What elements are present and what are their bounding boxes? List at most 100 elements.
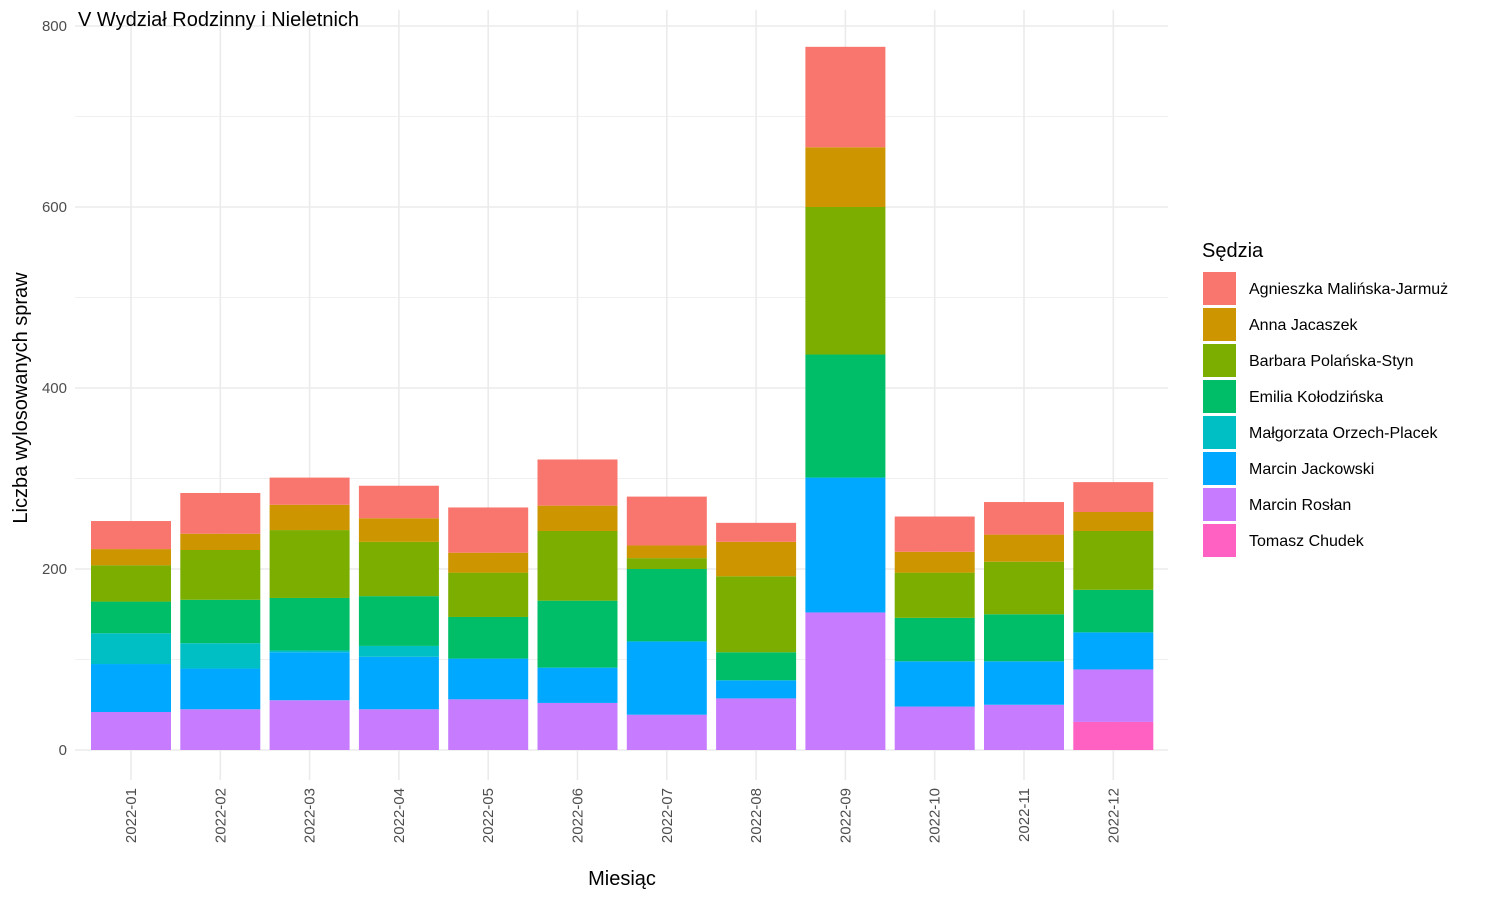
bar-segment xyxy=(91,521,171,550)
x-tick-label: 2022-11 xyxy=(1016,788,1033,842)
bar-segment xyxy=(448,572,529,617)
x-tick-label: 2022-05 xyxy=(480,788,497,843)
bar-segment xyxy=(448,616,529,659)
bar-segment xyxy=(894,617,975,662)
bar-segment xyxy=(716,680,797,699)
bar-segment xyxy=(537,702,618,750)
bar-segment xyxy=(716,652,797,681)
x-tick-label: 2022-01 xyxy=(123,788,140,843)
bar-segment xyxy=(180,533,261,550)
x-axis-title: Miesiąc xyxy=(588,868,656,890)
bar-segment xyxy=(805,477,886,613)
bar-segment xyxy=(805,147,886,207)
x-tick-label: 2022-06 xyxy=(570,788,587,843)
bar-segment xyxy=(626,496,707,546)
x-tick-label: 2022-02 xyxy=(212,788,229,843)
bar-segment xyxy=(1073,589,1154,633)
bar-segment xyxy=(448,699,529,750)
bar-segment xyxy=(358,596,439,646)
y-tick-label: 0 xyxy=(59,742,67,759)
bar-segment xyxy=(91,565,171,602)
legend-label: Emilia Kołodzińska xyxy=(1249,389,1383,406)
bar-segment xyxy=(537,530,618,601)
legend-label: Małgorzata Orzech-Placek xyxy=(1249,425,1439,442)
legend-label: Marcin Jackowski xyxy=(1249,461,1374,478)
bar-segment xyxy=(1073,530,1154,590)
x-tick-label: 2022-07 xyxy=(659,788,676,843)
bar-segment xyxy=(358,485,439,519)
bar-segment xyxy=(894,706,975,750)
bar-segment xyxy=(448,507,529,553)
bar-segment xyxy=(894,516,975,552)
bar-segment xyxy=(716,541,797,577)
bar-segment xyxy=(1073,669,1154,722)
bar-segment xyxy=(91,633,171,665)
bar-segment xyxy=(91,549,171,566)
x-tick-label: 2022-09 xyxy=(837,788,854,843)
bar-segment xyxy=(805,354,886,478)
bar-segment xyxy=(180,668,261,710)
bar-segment xyxy=(358,541,439,597)
bar-segment xyxy=(1073,511,1154,531)
bar-segment xyxy=(805,46,886,148)
x-tick-label: 2022-03 xyxy=(302,788,319,843)
bar-segment xyxy=(269,700,350,750)
bar-segment xyxy=(269,530,350,598)
bar-segment xyxy=(537,459,618,506)
bar-segment xyxy=(537,505,618,531)
legend-label: Tomasz Chudek xyxy=(1249,533,1365,550)
bar-segment xyxy=(1073,482,1154,512)
bar-segment xyxy=(984,502,1064,535)
bar-segment xyxy=(180,599,261,644)
bar-segment xyxy=(448,658,529,700)
bar-segment xyxy=(269,597,350,651)
legend-swatch xyxy=(1203,308,1236,341)
bar-segment xyxy=(269,650,350,653)
bar-segment xyxy=(894,551,975,573)
x-tick-label: 2022-10 xyxy=(927,788,944,843)
bar-segment xyxy=(716,522,797,542)
chart-title: V Wydział Rodzinny i Nieletnich xyxy=(78,9,359,31)
bar-segment xyxy=(716,576,797,653)
bar-segment xyxy=(626,545,707,559)
y-axis-ticks: 0 200 400 600 800 xyxy=(42,18,67,759)
bar-segment xyxy=(180,709,261,750)
bar-segment xyxy=(91,711,171,750)
bar-segment xyxy=(716,698,797,750)
bars xyxy=(91,46,1154,750)
y-tick-label: 400 xyxy=(42,380,67,397)
y-tick-label: 200 xyxy=(42,561,67,578)
bar-segment xyxy=(180,643,261,669)
bar-segment xyxy=(984,661,1064,705)
legend-swatch xyxy=(1203,524,1236,557)
bar-segment xyxy=(91,601,171,634)
bar-segment xyxy=(984,561,1064,615)
bar-segment xyxy=(805,612,886,750)
legend-label: Anna Jacaszek xyxy=(1249,317,1359,334)
y-tick-label: 800 xyxy=(42,18,67,35)
bar-segment xyxy=(358,656,439,710)
bar-segment xyxy=(626,558,707,569)
bar-segment xyxy=(894,572,975,618)
bar-segment xyxy=(180,492,261,534)
bar-segment xyxy=(358,518,439,542)
bar-segment xyxy=(269,477,350,505)
bar-segment xyxy=(626,569,707,642)
legend-swatch xyxy=(1203,344,1236,377)
legend: Sędzia Agnieszka Malińska-Jarmuż Anna Jac… xyxy=(1202,240,1448,557)
bar-segment xyxy=(91,664,171,712)
bar-segment xyxy=(805,207,886,355)
bar-segment xyxy=(358,709,439,750)
bar-segment xyxy=(269,504,350,531)
bar-segment xyxy=(180,549,261,600)
legend-label: Agnieszka Malińska-Jarmuż xyxy=(1249,281,1448,298)
bar-segment xyxy=(1073,632,1154,670)
x-tick-label: 2022-04 xyxy=(391,788,408,843)
bar-segment xyxy=(1073,721,1154,750)
bar-segment xyxy=(984,704,1064,750)
bar-segment xyxy=(626,641,707,715)
legend-swatch xyxy=(1203,272,1236,305)
bar-segment xyxy=(358,645,439,657)
bar-segment xyxy=(626,714,707,750)
